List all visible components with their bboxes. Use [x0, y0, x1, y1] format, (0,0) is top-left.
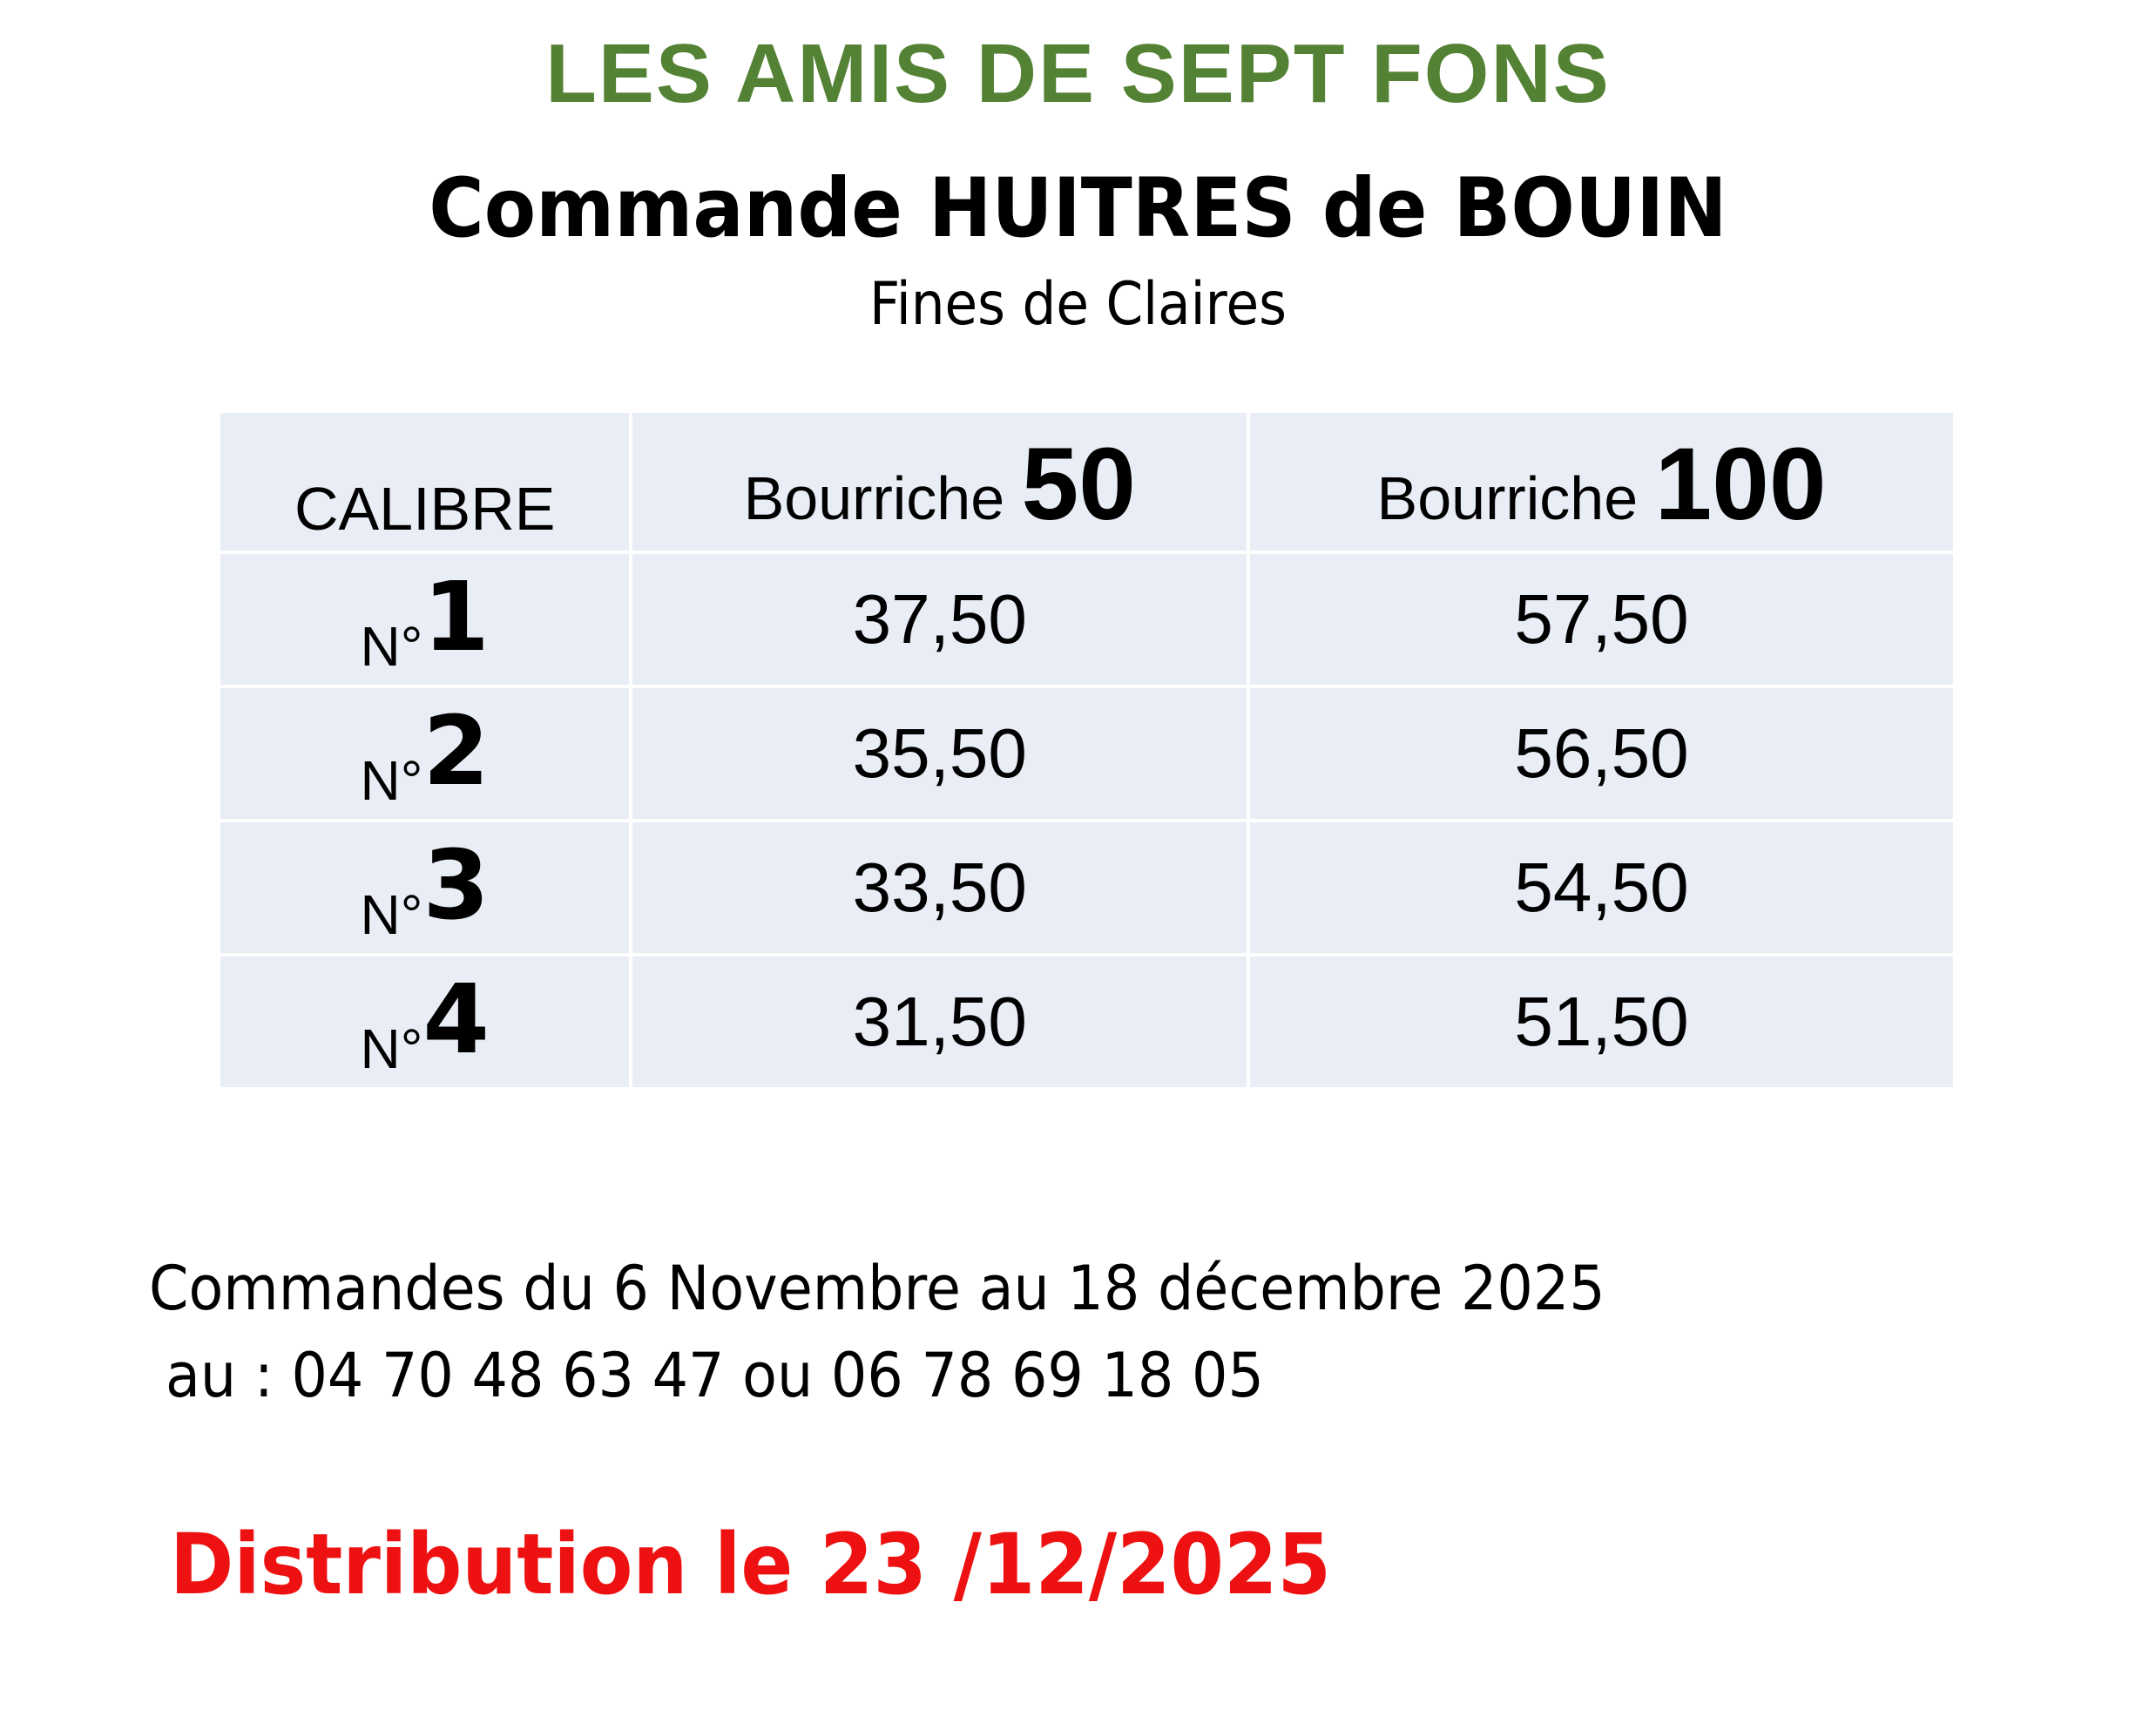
calibre-prefix: N°	[360, 882, 423, 946]
price-100-cell: 56,50	[1247, 685, 1957, 822]
calibre-number: 2	[422, 694, 490, 807]
price-50-cell: 37,50	[629, 551, 1251, 688]
price-100-cell: 57,50	[1247, 551, 1957, 688]
table-header-row: CALIBRE Bourriche 50 Bourriche 100	[216, 409, 1957, 554]
organization-name: LES AMIS DE SEPT FONS	[545, 27, 1611, 120]
calibre-number: 4	[422, 963, 490, 1075]
price-100-cell: 54,50	[1247, 819, 1957, 957]
column-label: CALIBRE	[294, 475, 556, 543]
price-50-cell: 31,50	[629, 953, 1251, 1091]
column-quantity: 100	[1654, 427, 1827, 542]
table-row: N°3 33,50 54,50	[216, 819, 1957, 957]
calibre-cell: N°1	[216, 551, 633, 688]
page-title: Commande HUITRES de BOUIN	[429, 161, 1727, 256]
calibre-cell: N°3	[216, 819, 633, 957]
column-quantity: 50	[1021, 427, 1136, 542]
phone-numbers: au : 04 70 48 63 47 ou 06 78 69 18 05	[166, 1340, 1264, 1411]
column-header-bourriche-50: Bourriche 50	[629, 409, 1251, 554]
calibre-number: 1	[422, 560, 490, 673]
table-row: N°2 35,50 56,50	[216, 685, 1957, 822]
column-label: Bourriche	[1376, 464, 1639, 532]
price-50-cell: 33,50	[629, 819, 1251, 957]
table-row: N°1 37,50 57,50	[216, 551, 1957, 688]
calibre-cell: N°2	[216, 685, 633, 822]
calibre-number: 3	[422, 828, 490, 941]
orders-period: Commandes du 6 Novembre au 18 décembre 2…	[149, 1253, 1605, 1324]
price-50-cell: 35,50	[629, 685, 1251, 822]
price-table: CALIBRE Bourriche 50 Bourriche 100 N°1 3…	[216, 409, 1957, 1091]
column-header-bourriche-100: Bourriche 100	[1247, 409, 1957, 554]
table-row: N°4 31,50 51,50	[216, 953, 1957, 1091]
distribution-date: Distribution le 23 /12/2025	[170, 1516, 1331, 1613]
calibre-prefix: N°	[360, 1017, 423, 1080]
price-100-cell: 51,50	[1247, 953, 1957, 1091]
calibre-cell: N°4	[216, 953, 633, 1091]
column-header-calibre: CALIBRE	[216, 409, 633, 554]
calibre-prefix: N°	[360, 748, 423, 812]
page-subtitle: Fines de Claires	[868, 270, 1288, 339]
column-label: Bourriche	[743, 464, 1005, 532]
calibre-prefix: N°	[360, 614, 423, 678]
